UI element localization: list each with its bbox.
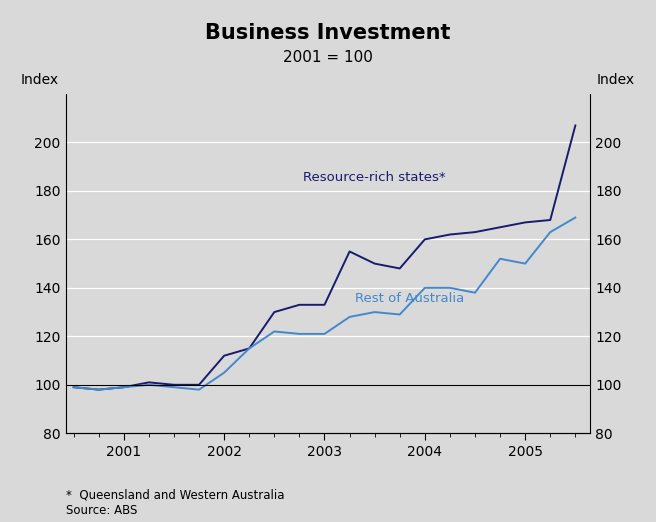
Text: Resource-rich states*: Resource-rich states* [303, 171, 446, 184]
Text: Business Investment: Business Investment [205, 23, 451, 43]
Text: Index: Index [21, 73, 59, 87]
Text: Index: Index [597, 73, 635, 87]
Text: Rest of Australia: Rest of Australia [355, 292, 464, 305]
Text: *  Queensland and Western Australia
Source: ABS: * Queensland and Western Australia Sourc… [66, 489, 284, 517]
Text: 2001 = 100: 2001 = 100 [283, 50, 373, 65]
